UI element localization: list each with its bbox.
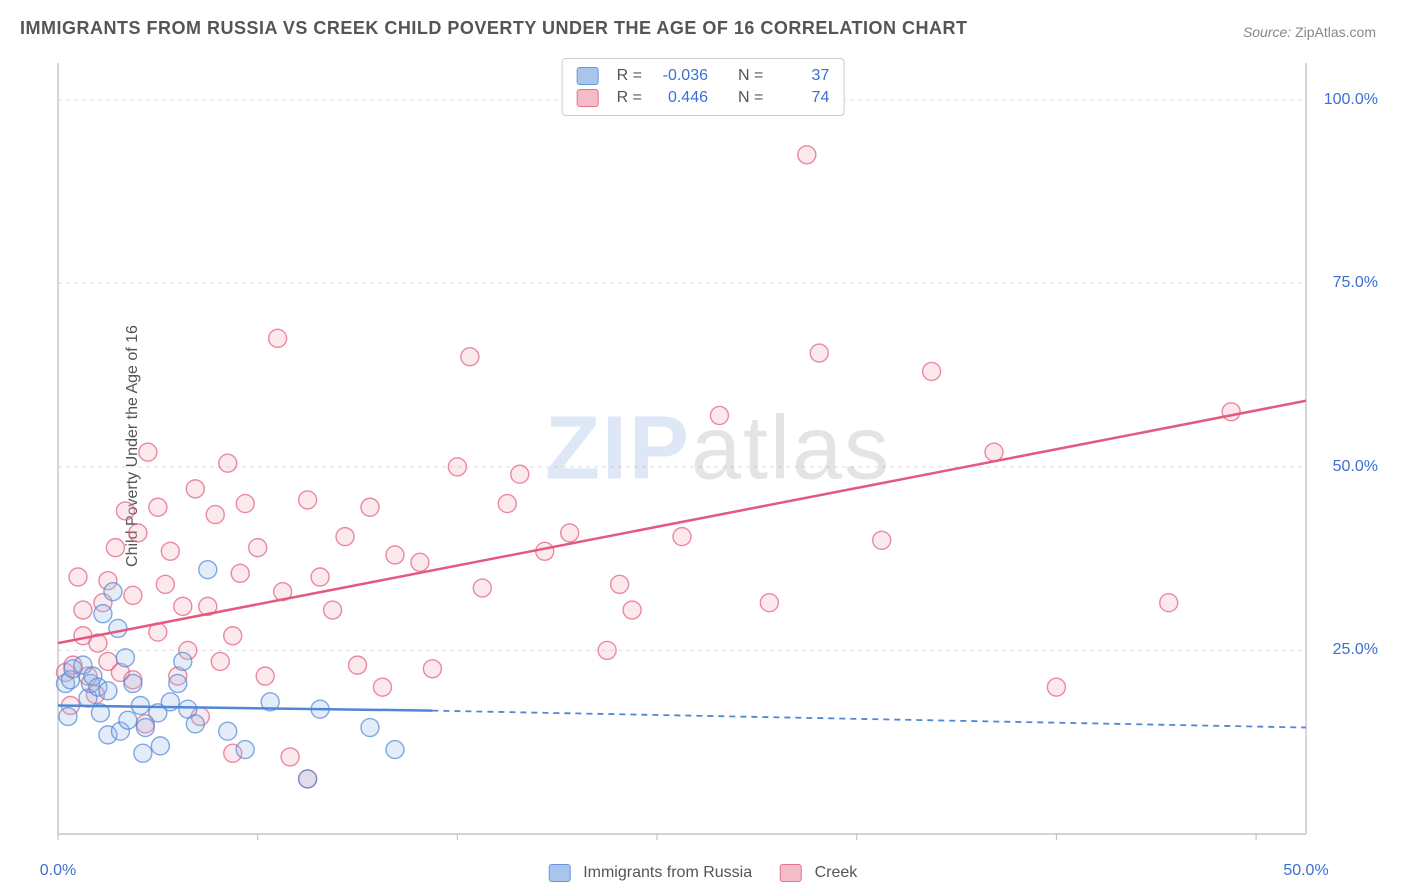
stat-N-label: N = [738, 67, 763, 85]
x-tick-label: 50.0% [1283, 862, 1328, 880]
swatch-pink-icon [780, 864, 802, 882]
swatch-blue [577, 67, 599, 85]
legend-label-blue: Immigrants from Russia [583, 864, 752, 881]
legend-row-blue: R = -0.036 N = 37 [577, 65, 830, 87]
y-tick-label: 100.0% [1324, 91, 1378, 109]
legend-item-blue: Immigrants from Russia [549, 864, 752, 882]
swatch-blue-icon [549, 864, 571, 882]
stat-N-label-2: N = [738, 89, 763, 107]
legend-row-pink: R = 0.446 N = 74 [577, 87, 830, 109]
scatter-plot-svg [50, 55, 1386, 852]
stat-N-pink: 74 [773, 89, 829, 107]
plot-area: ZIPatlas 25.0%50.0%75.0%100.0% 0.0%50.0% [50, 55, 1386, 852]
stat-R-label: R = [617, 67, 642, 85]
correlation-stats-legend: R = -0.036 N = 37 R = 0.446 N = 74 [562, 58, 845, 116]
stat-R-pink: 0.446 [652, 89, 708, 107]
y-tick-label: 50.0% [1333, 458, 1378, 476]
stat-N-blue: 37 [773, 67, 829, 85]
legend-item-pink: Creek [780, 864, 857, 882]
chart-title: IMMIGRANTS FROM RUSSIA VS CREEK CHILD PO… [20, 18, 968, 39]
y-tick-label: 75.0% [1333, 274, 1378, 292]
x-tick-label: 0.0% [40, 862, 76, 880]
stat-R-blue: -0.036 [652, 67, 708, 85]
series-legend: Immigrants from Russia Creek [549, 864, 858, 882]
legend-label-pink: Creek [815, 864, 858, 881]
source-label: Source: [1243, 24, 1291, 40]
stat-R-label-2: R = [617, 89, 642, 107]
source-attribution: Source: ZipAtlas.com [1243, 24, 1376, 40]
source-value: ZipAtlas.com [1295, 24, 1376, 40]
swatch-pink [577, 89, 599, 107]
y-tick-label: 25.0% [1333, 641, 1378, 659]
